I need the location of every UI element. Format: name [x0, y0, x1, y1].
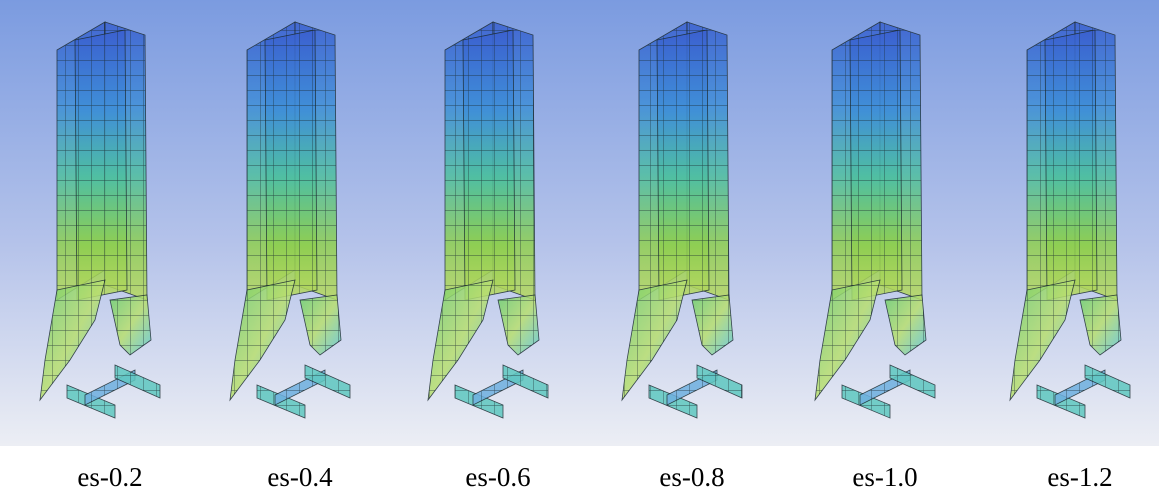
page: {"panels": [{"label": "es-0.2"}, {"label… [0, 0, 1159, 502]
figure: es-0.2 es-0.4 es-0.6 es-0.8 es-1.0 es-1.2 [0, 0, 1159, 502]
panel-label: es-1.0 [852, 462, 917, 492]
panel-label: es-0.6 [465, 462, 530, 492]
web-plate-mesh [657, 30, 709, 300]
panel-label: es-1.2 [1047, 462, 1112, 492]
panel-label: es-0.4 [267, 462, 333, 492]
web-plate-mesh [463, 30, 515, 300]
web-plate-mesh [1045, 30, 1097, 300]
web-plate-mesh [850, 30, 902, 300]
web-plate-mesh [265, 30, 317, 300]
panel-label: es-0.2 [77, 462, 142, 492]
panel-label: es-0.8 [659, 462, 724, 492]
render-background [0, 0, 1159, 446]
web-plate-mesh [75, 30, 127, 300]
